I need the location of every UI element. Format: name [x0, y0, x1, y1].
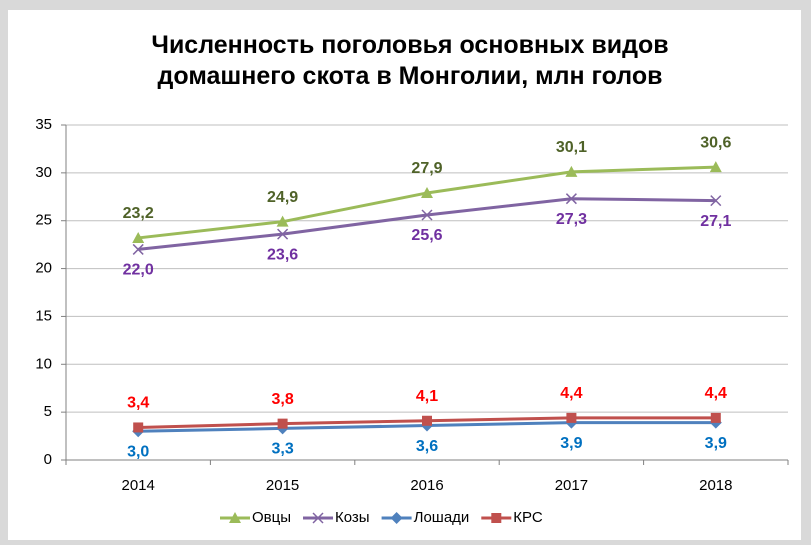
marker: [421, 209, 433, 221]
x-tick-label: 2017: [555, 477, 588, 494]
marker: [132, 231, 145, 243]
marker: [390, 512, 403, 524]
y-tick-label: 15: [35, 307, 52, 324]
x-tick-label: 2015: [266, 477, 299, 494]
marker: [709, 161, 722, 173]
y-tick-label: 35: [35, 116, 52, 133]
y-tick-label: 10: [35, 355, 52, 372]
y-tick-label: 25: [35, 212, 52, 229]
marker: [565, 165, 578, 177]
data-label: 4,4: [560, 385, 582, 402]
y-tick-label: 20: [35, 260, 52, 277]
marker: [422, 415, 432, 426]
x-tick-label: 2018: [699, 477, 732, 494]
data-label: 25,6: [411, 227, 442, 244]
data-label: 24,9: [267, 189, 298, 206]
legend-label: Козы: [335, 509, 370, 526]
marker: [276, 215, 289, 227]
marker: [312, 512, 324, 524]
marker: [566, 412, 577, 423]
chart-title: Численность поголовья основных видов дом…: [151, 31, 669, 90]
data-label: 22,0: [123, 262, 154, 279]
data-label: 27,3: [556, 211, 587, 228]
x-tick-label: 2016: [410, 477, 443, 494]
marker: [277, 418, 288, 429]
legend-label: КРС: [513, 509, 543, 526]
data-label: 3,9: [560, 435, 582, 452]
legend-label: Овцы: [252, 509, 291, 526]
data-label: 23,2: [123, 205, 154, 222]
marker: [132, 243, 144, 255]
marker: [133, 422, 144, 433]
data-label: 3,4: [127, 395, 149, 412]
data-label: 3,9: [705, 435, 727, 452]
data-label: 4,1: [416, 388, 438, 405]
marker: [710, 195, 722, 207]
data-label: 23,6: [267, 246, 298, 263]
marker: [565, 193, 577, 205]
data-label: 3,8: [271, 391, 293, 408]
y-tick-label: 30: [35, 164, 52, 181]
marker: [491, 513, 502, 523]
data-label: 4,4: [705, 385, 727, 402]
marker: [277, 228, 289, 240]
marker: [229, 512, 241, 523]
marker: [421, 186, 433, 198]
data-label: 3,6: [416, 438, 438, 455]
data-label: 27,1: [700, 213, 731, 230]
data-label: 3,0: [127, 444, 149, 461]
chart-area: [8, 10, 801, 540]
data-label: 30,6: [700, 134, 731, 151]
data-label: 3,3: [271, 441, 293, 458]
data-label: 27,9: [411, 160, 442, 177]
data-label: 30,1: [556, 139, 587, 156]
legend-label: Лошади: [414, 509, 470, 526]
y-tick-label: 0: [44, 451, 52, 468]
marker: [710, 412, 721, 423]
x-tick-label: 2014: [122, 477, 155, 494]
y-tick-label: 5: [44, 403, 52, 420]
